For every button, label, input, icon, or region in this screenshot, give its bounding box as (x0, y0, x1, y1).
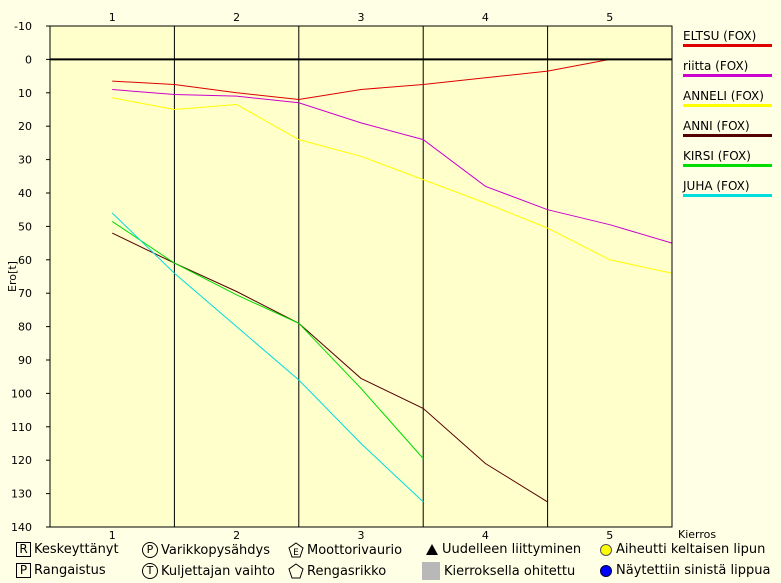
y-tick-label: 120 (11, 454, 32, 467)
y-tick-label: 140 (11, 521, 32, 534)
y-axis-label: Ero[t] (6, 261, 19, 292)
series-line (112, 89, 673, 244)
legend-engine-failure-label: Moottorivaurio (307, 542, 403, 558)
legend-rejoin: Uudelleen liittyminen (424, 542, 581, 557)
legend-swatch (683, 134, 772, 137)
series-line (111, 212, 424, 503)
legend-lapped: Kierroksella ohitettu (422, 562, 575, 580)
legend-puncture: Rengasrikko (288, 563, 386, 579)
y-tick-label: 60 (18, 254, 32, 267)
series-line (112, 97, 673, 274)
legend-entry: riitta (FOX) (683, 59, 748, 73)
legend-driver-change-label: Kuljettajan vaihto (161, 563, 276, 579)
pentagon-icon (288, 563, 304, 579)
y-tick-label: 90 (18, 354, 32, 367)
lap-label-bottom: 3 (358, 529, 365, 540)
legend-entry: ANNELI (FOX) (683, 89, 764, 103)
series-line (111, 220, 424, 459)
legend-swatch (683, 194, 772, 197)
legend-blue-flag-label: Näytettiin sinistä lippua (616, 563, 771, 578)
x-axis-label: Kierros (678, 528, 716, 540)
legend-rejoin-label: Uudelleen liittyminen (442, 542, 582, 557)
y-tick-label: 100 (11, 387, 32, 400)
legend-penalty: P Rangaistus (16, 563, 106, 578)
lap-label-top: 2 (233, 11, 240, 24)
grey-square-icon (422, 562, 440, 580)
y-tick-label: 80 (18, 321, 32, 334)
yellow-dot-icon (600, 543, 612, 556)
blue-dot-icon (600, 564, 612, 577)
legend-swatch (683, 44, 772, 47)
y-tick-label: 30 (18, 154, 32, 167)
y-tick-label: 70 (18, 287, 32, 300)
chart: -10 0 10 20 30 40 50 60 70 80 90 100 110 120 130 140 1 1 2… (6, 11, 772, 540)
e-pentagon-icon: E (288, 542, 304, 558)
plot-area (50, 26, 672, 527)
legend-engine-failure: E Moottorivaurio (288, 542, 402, 558)
t-circle-icon: T (142, 563, 158, 579)
legend-blue-flag: Näytettiin sinistä lippua (600, 563, 770, 578)
lap-label-top: 4 (482, 11, 489, 24)
lap-label-bottom: 5 (606, 529, 613, 540)
p-circle-icon: P (142, 542, 158, 558)
lap-label-top: 3 (358, 11, 365, 24)
legend-penalty-label: Rangaistus (34, 563, 106, 578)
legend-entry: ANNI (FOX) (683, 119, 750, 133)
lap-label-top: 1 (109, 11, 116, 24)
y-tick-label: 20 (18, 120, 32, 133)
y-tick-label: 40 (18, 187, 32, 200)
y-tick-label: 110 (11, 421, 32, 434)
y-tick-label: 10 (18, 87, 32, 100)
r-box-icon: R (16, 542, 31, 557)
lap-label-top: 5 (606, 11, 613, 24)
series-line (111, 232, 548, 503)
y-tick-label: 0 (25, 53, 32, 66)
legend-swatch (683, 164, 772, 167)
legend-retired-label: Keskeyttänyt (34, 542, 119, 557)
y-tick-label: 130 (11, 488, 32, 501)
lap-label-bottom: 1 (109, 529, 116, 540)
legend-pitstop: P Varikkopysähdys (142, 542, 270, 558)
legend-swatch (683, 104, 772, 107)
legend-yellow-flag: Aiheutti keltaisen lipun (600, 542, 765, 557)
legend-entry: ELTSU (FOX) (683, 29, 756, 43)
lap-label-bottom: 2 (233, 529, 240, 540)
legend-swatch (683, 74, 772, 77)
plot-frame (49, 25, 673, 528)
svg-text:E: E (293, 548, 299, 558)
y-tick-label: 50 (18, 220, 32, 233)
y-tick-label: -10 (14, 20, 32, 33)
legend-driver-change: T Kuljettajan vaihto (142, 563, 275, 579)
legend-pitstop-label: Varikkopysähdys (161, 542, 270, 558)
legend-entry: JUHA (FOX) (682, 179, 750, 193)
legend-yellow-flag-label: Aiheutti keltaisen lipun (616, 542, 766, 557)
legend-puncture-label: Rengasrikko (307, 563, 387, 579)
legend-lapped-label: Kierroksella ohitettu (444, 563, 576, 579)
event-legend: R Keskeyttänyt P Rangaistus P Varikkopys… (0, 538, 781, 583)
triangle-icon (426, 544, 438, 555)
p-box-icon: P (16, 563, 31, 578)
legend-retired: R Keskeyttänyt (16, 542, 119, 557)
lap-label-bottom: 4 (482, 529, 489, 540)
legend-entry: KIRSI (FOX) (683, 149, 751, 163)
series-line (112, 58, 672, 101)
